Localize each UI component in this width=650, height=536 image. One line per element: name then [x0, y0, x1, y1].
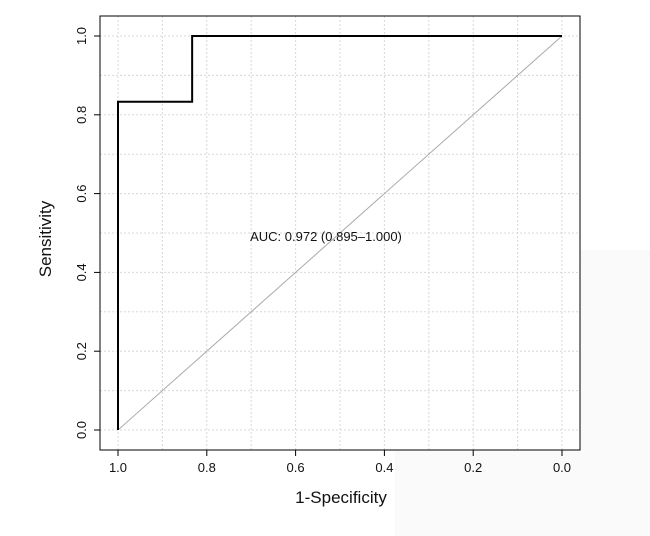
- y-tick-label: 0.8: [74, 106, 89, 124]
- x-tick-label: 0.8: [198, 460, 216, 475]
- x-tick-label: 1.0: [109, 460, 127, 475]
- auc-annotation: AUC: 0.972 (0.895–1.000): [250, 229, 402, 244]
- x-tick-label: 0.0: [553, 460, 571, 475]
- y-tick-label: 0.4: [74, 263, 89, 281]
- y-tick-label: 0.0: [74, 421, 89, 439]
- y-tick-label: 1.0: [74, 27, 89, 45]
- y-tick-label: 0.6: [74, 185, 89, 203]
- y-axis-title: Sensitivity: [36, 200, 55, 277]
- x-tick-label: 0.2: [464, 460, 482, 475]
- x-tick-label: 0.6: [287, 460, 305, 475]
- reference-diagonal-line: [117, 35, 563, 431]
- x-axis-title: 1-Specificity: [295, 488, 387, 507]
- x-tick-label: 0.4: [375, 460, 393, 475]
- plot-frame: [99, 15, 581, 451]
- roc-curve-line: [117, 35, 562, 430]
- y-tick-label: 0.2: [74, 342, 89, 360]
- axes: 1.0 0.8 0.6 0.4 0.2 0.0 0.0 0.2 0.4 0.6 0.8 1.0: [74, 27, 571, 475]
- series-group: [117, 35, 563, 431]
